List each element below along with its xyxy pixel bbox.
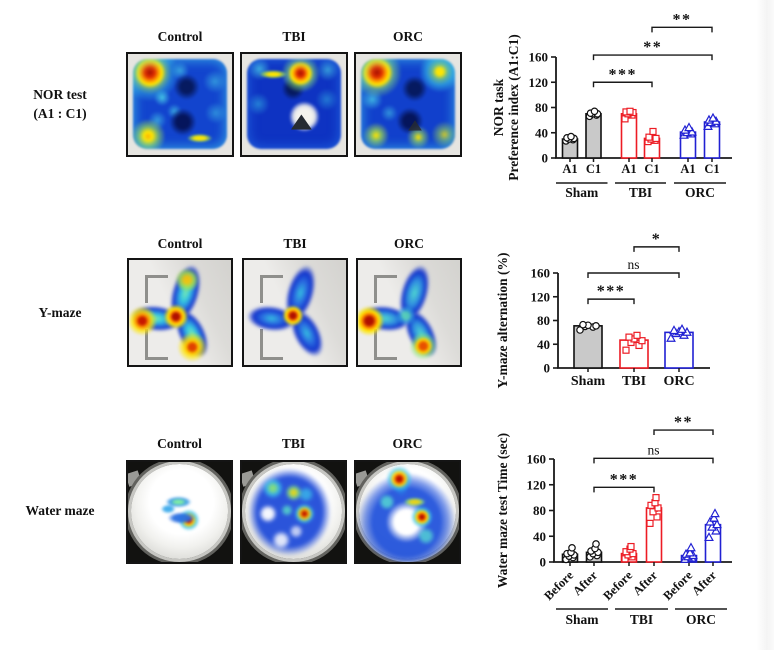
svg-text:***: *** [597,283,626,300]
column-header-nor-control: Control [157,29,203,44]
row-label-nor-test: NOR test (A1 : C1) [33,87,87,121]
svg-text:TBI: TBI [629,185,652,200]
heatmap-watermaze-orc [354,460,461,564]
svg-text:ORC: ORC [686,612,716,627]
heatmap-watermaze-control [126,460,233,564]
column-header-ymaze-orc: ORC [394,236,424,251]
column-header-ymaze-tbi: TBI [283,236,307,251]
svg-text:**: ** [673,11,692,28]
svg-text:ORC: ORC [663,374,694,389]
svg-text:NOR task: NOR task [491,78,506,136]
svg-text:120: 120 [531,289,551,304]
object-marker-triangle [408,120,422,131]
svg-text:**: ** [674,414,693,431]
heatmap-ymaze-orc [356,258,462,367]
svg-text:A1: A1 [621,162,636,176]
svg-text:ns: ns [647,442,659,457]
column-header-nor-orc: ORC [393,29,423,44]
heatmap-art [361,58,455,149]
svg-text:Before: Before [541,568,576,603]
heatmap-art [133,58,227,149]
svg-text:160: 160 [527,452,547,467]
svg-text:80: 80 [533,503,546,518]
svg-text:Sham: Sham [565,612,599,627]
svg-text:C1: C1 [644,162,659,176]
svg-text:Y-maze alternation (%): Y-maze alternation (%) [495,253,510,389]
svg-text:120: 120 [529,75,549,90]
heatmap-ymaze-control [127,258,233,367]
column-header-wm-control: Control [157,436,202,451]
heatmap-nor-orc [354,52,462,157]
column-header-wm-tbi: TBI [281,436,306,451]
svg-text:After: After [630,568,660,598]
heatmap-hotspots [129,260,231,365]
swim-track [248,468,331,556]
heatmap-ymaze-tbi [242,258,348,367]
svg-text:ORC: ORC [685,185,715,200]
svg-text:40: 40 [533,529,546,544]
svg-text:0: 0 [540,555,547,570]
svg-text:C1: C1 [586,162,601,176]
row-label-water-maze: Water maze [25,503,95,518]
svg-text:After: After [689,568,719,598]
svg-text:Sham: Sham [571,374,606,389]
heatmap-hotspots [244,260,346,365]
svg-text:ns: ns [627,257,639,272]
svg-text:80: 80 [535,100,548,115]
svg-text:Sham: Sham [565,185,599,200]
chart-ymaze-alternation: 0 40 80 120 160 Y-maze alternation (%) Sham TBI… [495,231,710,389]
heatmap-nor-control [126,52,234,157]
heatmap-watermaze-tbi [240,460,347,564]
svg-text:Before: Before [660,568,695,603]
svg-text:Preference index (A1:C1): Preference index (A1:C1) [506,34,521,180]
svg-text:A1: A1 [562,162,577,176]
chart-nor-preference-index: 0 40 80 120 160 NOR task Preference index (A1:… [491,11,732,200]
chart-watermaze-time: 0 40 80 120 160 Water maze test Time (sec) Bef… [495,414,732,627]
svg-text:40: 40 [537,337,550,352]
heatmap-nor-tbi [240,52,348,157]
svg-text:160: 160 [531,266,551,281]
svg-text:120: 120 [527,477,547,492]
swim-track [128,462,231,562]
svg-text:***: *** [609,66,638,83]
svg-text:40: 40 [535,125,548,140]
svg-text:0: 0 [544,361,551,376]
svg-text:0: 0 [542,151,549,166]
column-header-nor-tbi: TBI [282,29,306,44]
column-header-wm-orc: ORC [392,436,423,451]
column-header-ymaze-control: Control [157,236,203,251]
svg-text:After: After [570,568,600,598]
row-label-y-maze: Y-maze [38,305,82,320]
svg-text:***: *** [610,471,639,488]
heatmap-art [247,58,341,149]
swim-track [356,462,459,562]
svg-text:**: ** [643,39,662,56]
heatmap-hotspots [358,260,460,365]
svg-text:160: 160 [529,50,549,65]
svg-text:C1: C1 [704,162,719,176]
svg-text:*: * [652,231,662,248]
svg-text:Before: Before [600,568,635,603]
svg-text:Water maze test Time (sec): Water maze test Time (sec) [495,433,510,588]
page-edge-shade [756,0,774,650]
svg-text:TBI: TBI [630,612,653,627]
svg-text:A1: A1 [680,162,695,176]
svg-text:TBI: TBI [622,374,646,389]
svg-text:80: 80 [537,313,550,328]
